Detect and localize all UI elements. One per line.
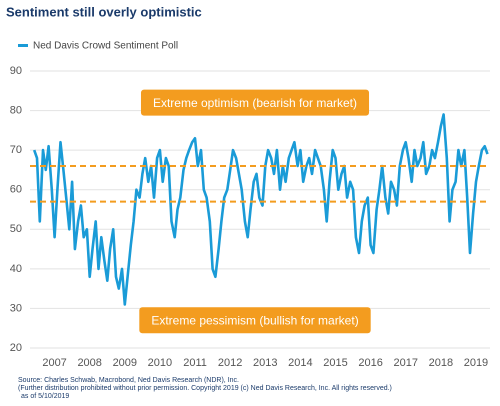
annotation-box (139, 307, 371, 334)
x-tick-label: 2011 (183, 357, 207, 369)
legend-label: Ned Davis Crowd Sentiment Poll (33, 41, 178, 52)
y-tick-label: 70 (10, 144, 22, 156)
x-tick-label: 2008 (77, 357, 101, 369)
x-tick-label: 2007 (42, 357, 66, 369)
legend-swatch (18, 44, 28, 47)
annotation-box (140, 89, 370, 116)
annotation-text: Extreme pessimism (bullish for market) (151, 313, 358, 327)
x-tick-label: 2013 (253, 357, 277, 369)
chart-title: Sentiment still overly optimistic (6, 4, 202, 19)
y-tick-label: 80 (10, 104, 22, 116)
x-tick-label: 2016 (358, 357, 382, 369)
y-tick-label: 50 (10, 223, 22, 235)
x-tick-label: 2012 (218, 357, 242, 369)
source-line: (Further distribution prohibited without… (18, 385, 392, 392)
x-tick-label: 2010 (148, 357, 172, 369)
y-tick-label: 20 (10, 342, 22, 354)
x-tick-label: 2014 (288, 357, 312, 369)
x-tick-label: 2009 (113, 357, 137, 369)
y-tick-label: 60 (10, 184, 22, 196)
y-tick-label: 30 (10, 302, 22, 314)
y-tick-label: 40 (10, 263, 22, 275)
x-tick-label: 2017 (393, 357, 417, 369)
series-line (32, 113, 489, 306)
x-tick-label: 2019 (464, 357, 488, 369)
x-tick-label: 2018 (429, 357, 453, 369)
annotation-text: Extreme optimism (bearish for market) (153, 96, 357, 110)
y-tick-label: 90 (10, 65, 22, 77)
x-tick-label: 2015 (323, 357, 347, 369)
source-line: as of 5/10/2019 (21, 393, 69, 400)
source-line: Source: Charles Schwab, Macrobond, Ned D… (18, 377, 239, 384)
